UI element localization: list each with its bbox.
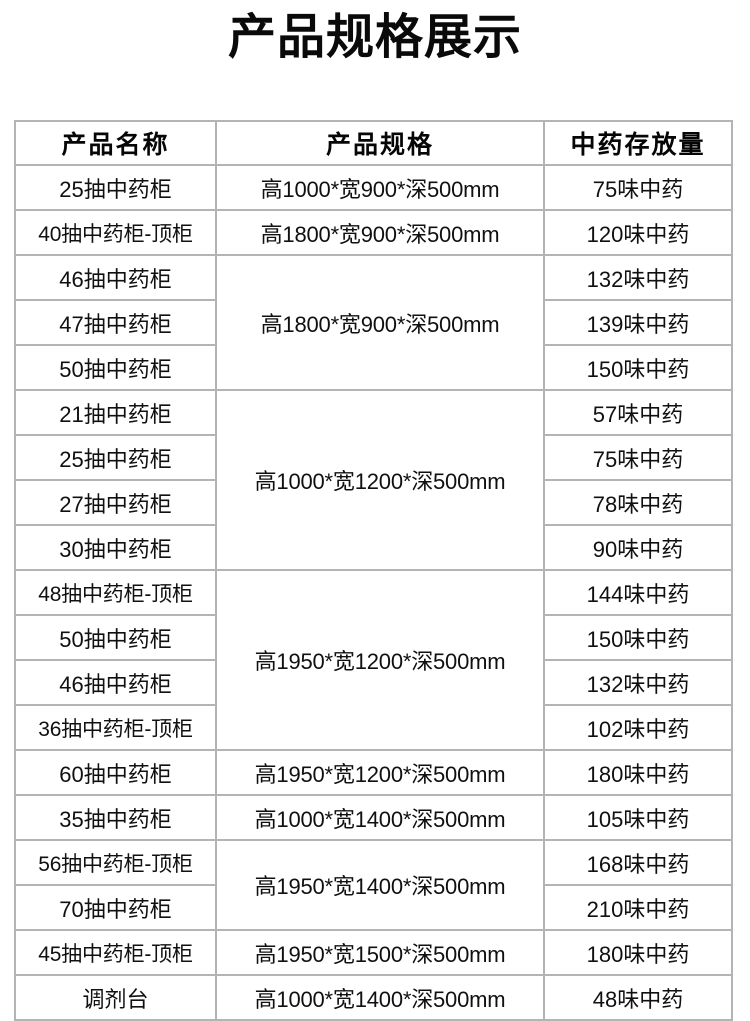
cell-product-name: 46抽中药柜 (14, 254, 217, 301)
cell-product-name: 46抽中药柜 (14, 659, 217, 706)
cell-storage-capacity: 78味中药 (543, 479, 733, 526)
table-header-row: 产品名称 产品规格 中药存放量 (14, 120, 733, 166)
table-row: 56抽中药柜-顶柜 高1950*宽1400*深500mm 168味中药 (14, 839, 733, 931)
product-spec-table: 产品名称 产品规格 中药存放量 25抽中药柜 高1000*宽900*深500mm 7… (14, 120, 733, 1021)
table-row: 48抽中药柜-顶柜 高1950*宽1200*深500mm 144味中药 (14, 569, 733, 751)
spec-table-container: 产品名称 产品规格 中药存放量 25抽中药柜 高1000*宽900*深500mm 7… (14, 120, 733, 1021)
cell-product-name: 调剂台 (14, 974, 217, 1021)
cell-storage-capacity: 132味中药 (543, 254, 733, 301)
cell-product-name: 70抽中药柜 (14, 884, 217, 931)
cell-product-name: 50抽中药柜 (14, 614, 217, 661)
cell-storage-capacity: 210味中药 (543, 884, 733, 931)
table-row: 调剂台 高1000*宽1400*深500mm 48味中药 (14, 974, 733, 1021)
cell-product-spec: 高1950*宽1400*深500mm (215, 839, 545, 931)
table-row: 21抽中药柜 高1000*宽1200*深500mm 57味中药 (14, 389, 733, 571)
cell-product-spec: 高1950*宽1200*深500mm (215, 569, 545, 751)
cell-product-spec: 高1950*宽1200*深500mm (215, 749, 545, 796)
cell-storage-capacity: 120味中药 (543, 209, 733, 256)
cell-product-spec: 高1800*宽900*深500mm (215, 209, 545, 256)
cell-storage-capacity: 48味中药 (543, 974, 733, 1021)
table-row: 47抽中药柜 139味中药 (14, 299, 733, 346)
table-row: 46抽中药柜 高1800*宽900*深500mm 132味中药 (14, 254, 733, 391)
table-row: 30抽中药柜 90味中药 (14, 524, 733, 571)
cell-storage-capacity: 150味中药 (543, 344, 733, 391)
cell-product-spec: 高1000*宽1400*深500mm (215, 794, 545, 841)
cell-storage-capacity: 75味中药 (543, 434, 733, 481)
cell-product-name: 50抽中药柜 (14, 344, 217, 391)
table-row: 50抽中药柜 150味中药 (14, 614, 733, 661)
table-row: 36抽中药柜-顶柜 102味中药 (14, 704, 733, 751)
table-row: 45抽中药柜-顶柜 高1950*宽1500*深500mm 180味中药 (14, 929, 733, 976)
cell-product-name: 30抽中药柜 (14, 524, 217, 571)
cell-storage-capacity: 144味中药 (543, 569, 733, 616)
cell-product-spec: 高1800*宽900*深500mm (215, 254, 545, 391)
cell-product-name: 60抽中药柜 (14, 749, 217, 796)
table-row: 46抽中药柜 132味中药 (14, 659, 733, 706)
column-header-storage-capacity: 中药存放量 (543, 120, 733, 166)
table-row: 25抽中药柜 75味中药 (14, 434, 733, 481)
cell-storage-capacity: 139味中药 (543, 299, 733, 346)
cell-storage-capacity: 57味中药 (543, 389, 733, 436)
table-header: 产品名称 产品规格 中药存放量 (14, 120, 733, 166)
cell-storage-capacity: 168味中药 (543, 839, 733, 886)
column-header-product-spec: 产品规格 (215, 120, 545, 166)
cell-storage-capacity: 180味中药 (543, 749, 733, 796)
cell-storage-capacity: 180味中药 (543, 929, 733, 976)
cell-storage-capacity: 150味中药 (543, 614, 733, 661)
table-row: 50抽中药柜 150味中药 (14, 344, 733, 391)
cell-product-name: 45抽中药柜-顶柜 (14, 929, 217, 976)
table-row: 60抽中药柜 高1950*宽1200*深500mm 180味中药 (14, 749, 733, 796)
cell-product-spec: 高1000*宽1400*深500mm (215, 974, 545, 1021)
cell-product-name: 35抽中药柜 (14, 794, 217, 841)
cell-storage-capacity: 90味中药 (543, 524, 733, 571)
cell-product-name: 25抽中药柜 (14, 434, 217, 481)
table-row: 70抽中药柜 210味中药 (14, 884, 733, 931)
cell-product-spec: 高1000*宽1200*深500mm (215, 389, 545, 571)
cell-storage-capacity: 102味中药 (543, 704, 733, 751)
column-header-product-name: 产品名称 (14, 120, 217, 166)
table-row: 35抽中药柜 高1000*宽1400*深500mm 105味中药 (14, 794, 733, 841)
cell-product-name: 48抽中药柜-顶柜 (14, 569, 217, 616)
cell-product-name: 47抽中药柜 (14, 299, 217, 346)
cell-storage-capacity: 75味中药 (543, 164, 733, 211)
page-title: 产品规格展示 (227, 11, 522, 64)
cell-product-name: 25抽中药柜 (14, 164, 217, 211)
table-row: 40抽中药柜-顶柜 高1800*宽900*深500mm 120味中药 (14, 209, 733, 256)
cell-product-name: 40抽中药柜-顶柜 (14, 209, 217, 256)
cell-storage-capacity: 132味中药 (543, 659, 733, 706)
table-body: 25抽中药柜 高1000*宽900*深500mm 75味中药 40抽中药柜-顶柜 高18… (14, 164, 733, 1021)
cell-storage-capacity: 105味中药 (543, 794, 733, 841)
cell-product-name: 56抽中药柜-顶柜 (14, 839, 217, 886)
table-row: 25抽中药柜 高1000*宽900*深500mm 75味中药 (14, 164, 733, 211)
cell-product-spec: 高1950*宽1500*深500mm (215, 929, 545, 976)
cell-product-name: 36抽中药柜-顶柜 (14, 704, 217, 751)
table-row: 27抽中药柜 78味中药 (14, 479, 733, 526)
cell-product-name: 27抽中药柜 (14, 479, 217, 526)
cell-product-spec: 高1000*宽900*深500mm (215, 164, 545, 211)
cell-product-name: 21抽中药柜 (14, 389, 217, 436)
